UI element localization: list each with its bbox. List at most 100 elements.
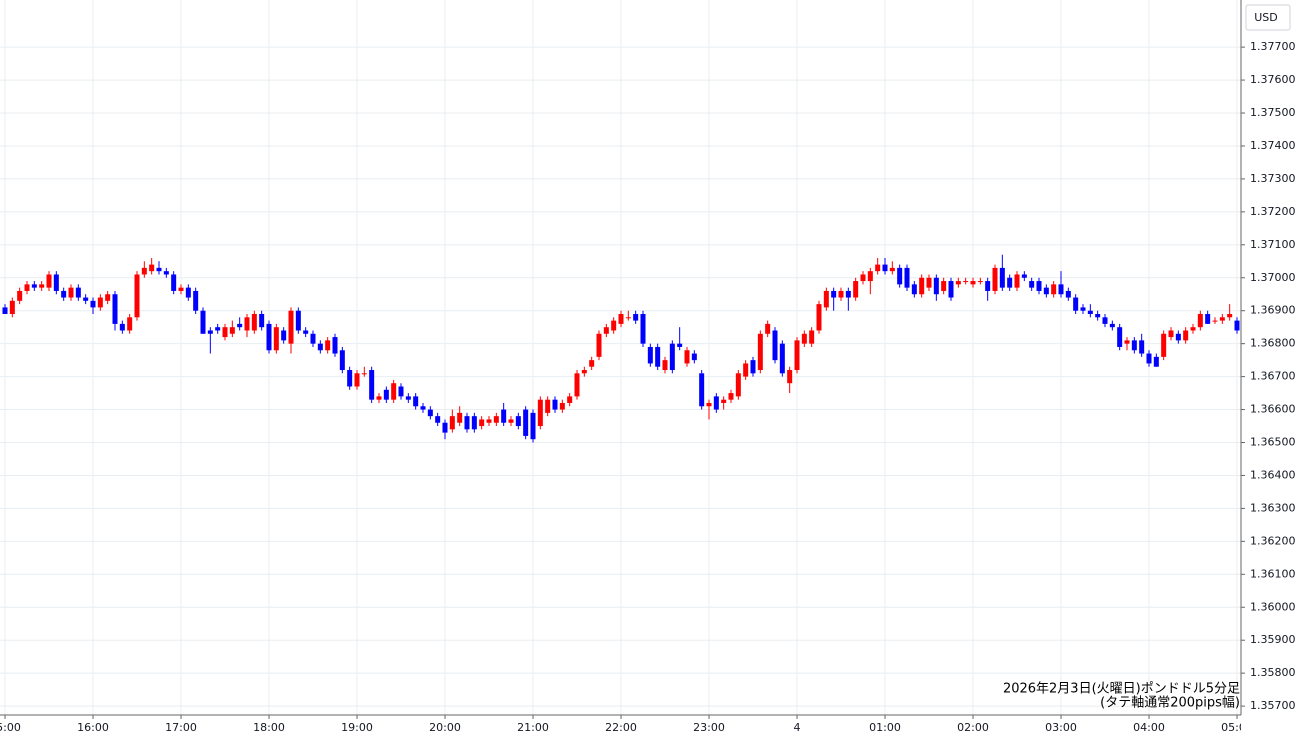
candle-body <box>156 267 162 272</box>
candle-body <box>405 396 411 400</box>
candle-body <box>347 370 353 387</box>
candle-body <box>633 314 639 321</box>
candle-body <box>640 314 646 344</box>
candle-body <box>941 281 947 291</box>
y-tick-label: 1.36700 <box>1250 370 1296 383</box>
y-tick-label: 1.37700 <box>1250 40 1296 53</box>
candle-body <box>398 386 404 397</box>
candle-body <box>193 290 199 311</box>
candle-body <box>39 284 45 288</box>
candle-body <box>149 264 155 272</box>
candle-body <box>442 422 448 433</box>
candle-body <box>655 346 661 367</box>
candle-body <box>618 314 624 324</box>
x-tick-label: 20:00 <box>429 721 461 734</box>
candle-body <box>603 327 609 334</box>
currency-label: USD <box>1254 11 1278 24</box>
candle-body <box>581 370 587 374</box>
candle-body <box>1219 317 1225 321</box>
candle-body <box>831 290 837 298</box>
y-tick-label: 1.37000 <box>1250 271 1296 284</box>
candle-body <box>1234 320 1240 331</box>
candle-body <box>457 412 463 423</box>
candle-body <box>530 412 536 440</box>
candle-body <box>787 370 793 384</box>
y-tick-label: 1.36900 <box>1250 304 1296 317</box>
y-tick-label: 1.37200 <box>1250 205 1296 218</box>
candle-body <box>1021 274 1027 278</box>
candle-body <box>523 409 529 436</box>
candle-body <box>867 271 873 282</box>
candle-body <box>567 396 573 403</box>
candle-body <box>1168 330 1174 338</box>
candle-body <box>699 373 705 407</box>
y-tick-label: 1.37500 <box>1250 106 1296 119</box>
candle-body <box>17 290 23 301</box>
candle-body <box>1014 274 1020 288</box>
candle-body <box>1007 277 1013 288</box>
candle-body <box>735 373 741 397</box>
candle-body <box>75 287 81 298</box>
candle-body <box>105 294 111 301</box>
candle-body <box>728 393 734 400</box>
x-tick-label: 16:00 <box>77 721 109 734</box>
candle-body <box>1109 323 1115 328</box>
candle-body <box>134 274 140 318</box>
candle-body <box>985 281 991 291</box>
x-tick-label: 18:00 <box>253 721 285 734</box>
candle-body <box>882 264 888 272</box>
candle-body <box>743 363 749 377</box>
candle-body <box>809 330 815 344</box>
y-tick-label: 1.36100 <box>1250 567 1296 580</box>
candle-body <box>919 277 925 295</box>
y-tick-label: 1.37400 <box>1250 139 1296 152</box>
candle-body <box>508 419 514 423</box>
candle-body <box>2 307 8 315</box>
candle-body <box>765 323 771 334</box>
candle-body <box>449 416 455 430</box>
candle-body <box>251 314 257 331</box>
candle-body <box>875 264 881 272</box>
candle-body <box>90 300 96 308</box>
candle-body <box>1153 356 1159 367</box>
candle-body <box>427 409 433 417</box>
y-tick-label: 1.37300 <box>1250 172 1296 185</box>
candle-body <box>611 320 617 331</box>
candle-body <box>9 300 15 315</box>
x-tick-label: 4 <box>794 721 801 734</box>
candle-body <box>1146 353 1152 364</box>
candle-body <box>420 406 426 410</box>
candle-body <box>1095 314 1101 318</box>
candle-body <box>684 350 690 364</box>
y-tick-label: 1.37600 <box>1250 73 1296 86</box>
candle-body <box>992 267 998 291</box>
candle-body <box>625 317 631 319</box>
candle-body <box>31 284 37 288</box>
candle-body <box>1102 317 1108 324</box>
candle-body <box>1212 320 1218 322</box>
x-tick-label: 23:00 <box>693 721 725 734</box>
candle-body <box>515 416 521 427</box>
candle-body <box>244 317 250 331</box>
y-tick-label: 1.36800 <box>1250 337 1296 350</box>
x-tick-label: 22:00 <box>605 721 637 734</box>
candle-body <box>955 281 961 285</box>
candle-body <box>281 330 287 341</box>
x-tick-label: 21:00 <box>517 721 549 734</box>
candle-body <box>215 327 221 331</box>
candle-body <box>46 274 52 288</box>
candle-body <box>68 287 74 298</box>
candle-body <box>471 416 477 430</box>
x-tick-label: 01:00 <box>869 721 901 734</box>
candle-body <box>816 304 822 331</box>
candle-body <box>853 281 859 298</box>
candle-body <box>1131 340 1137 351</box>
candle-body <box>1036 281 1042 291</box>
candle-body <box>933 277 939 295</box>
x-tick-label: 17:00 <box>165 721 197 734</box>
candle-body <box>1139 340 1145 354</box>
y-tick-label: 1.35900 <box>1250 633 1296 646</box>
candle-body <box>222 327 228 338</box>
candle-body <box>127 317 133 331</box>
candle-body <box>1183 330 1189 341</box>
